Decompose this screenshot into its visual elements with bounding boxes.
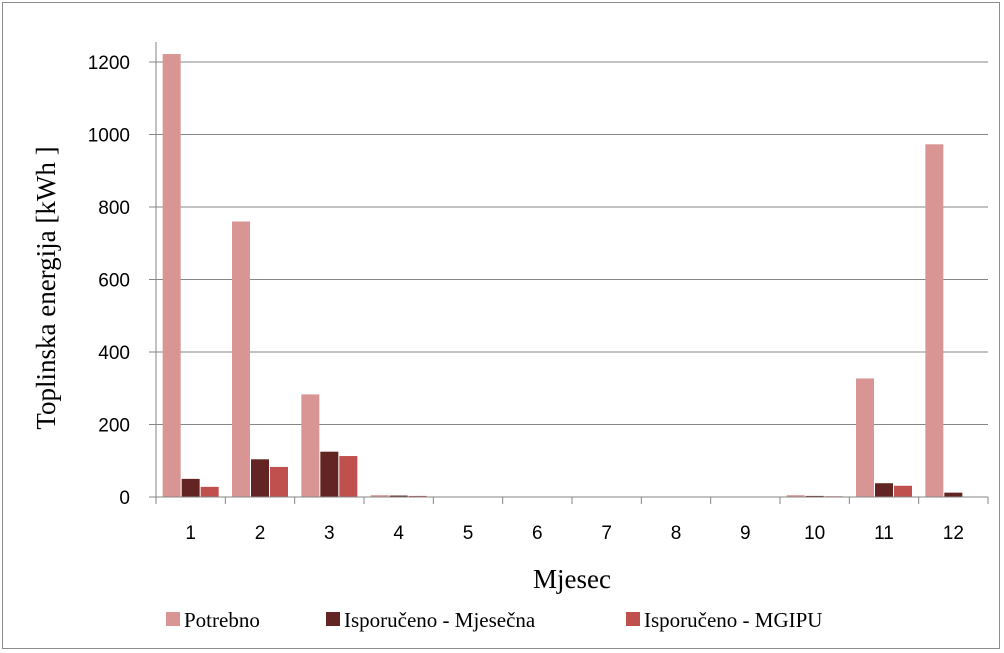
bar [339, 456, 358, 497]
bar [408, 495, 427, 497]
x-tick-label: 10 [804, 523, 825, 544]
bar [251, 459, 269, 497]
x-tick-label: 5 [463, 523, 474, 544]
bar [162, 54, 181, 498]
gridlines [149, 61, 989, 504]
x-tick-label: 2 [255, 523, 266, 544]
x-tick-labels: 1 2 3 4 5 6 7 8 9 10 11 12 [185, 523, 964, 544]
bar [875, 483, 893, 497]
y-axis-title: Toplinska energija [kWh ] [31, 146, 61, 429]
bar [786, 495, 805, 497]
bar [200, 486, 219, 497]
x-tick-label: 11 [874, 523, 894, 544]
x-axis-title: Mjesec [533, 564, 611, 594]
y-tick-label: 600 [98, 271, 130, 292]
bar [270, 466, 288, 497]
bar [301, 394, 320, 497]
y-tick-label: 200 [98, 416, 130, 437]
x-tick-label: 3 [324, 523, 335, 544]
legend-swatch [166, 612, 180, 626]
y-tick-label: 400 [98, 343, 130, 364]
legend-label: Isporučeno - Mjesečna [344, 608, 536, 632]
x-tick-label: 4 [393, 523, 404, 544]
x-tick-label: 7 [601, 523, 612, 544]
legend-swatch [626, 612, 640, 626]
legend: Potrebno Isporučeno - Mjesečna Isporučeno … [166, 608, 822, 632]
y-tick-labels: 0 200 400 600 800 1000 1200 [88, 53, 130, 509]
axes [155, 42, 988, 498]
bar [944, 492, 963, 497]
bar [894, 485, 912, 497]
x-tick-label: 8 [671, 523, 682, 544]
x-tick-label: 6 [532, 523, 543, 544]
legend-label: Potrebno [184, 608, 260, 632]
legend-label: Isporučeno - MGIPU [644, 608, 822, 632]
bars [162, 54, 963, 498]
y-tick-label: 1200 [88, 53, 130, 74]
bar [925, 144, 944, 497]
bar [181, 478, 200, 497]
bar [389, 495, 408, 497]
y-tick-label: 0 [119, 488, 130, 509]
bar [320, 451, 339, 497]
bar [232, 221, 250, 497]
y-tick-label: 800 [98, 198, 130, 219]
bar [370, 495, 389, 497]
bar [856, 378, 874, 497]
y-tick-label: 1000 [88, 126, 130, 147]
bar [805, 495, 824, 497]
x-tick-label: 1 [185, 523, 196, 544]
x-tick-label: 9 [740, 523, 751, 544]
x-tick-label: 12 [943, 523, 964, 544]
legend-swatch [326, 612, 340, 626]
